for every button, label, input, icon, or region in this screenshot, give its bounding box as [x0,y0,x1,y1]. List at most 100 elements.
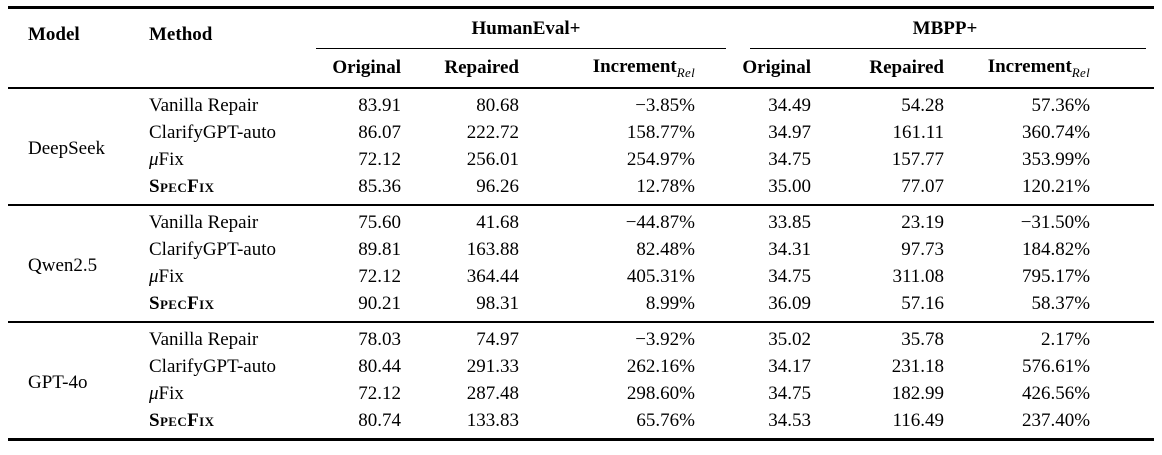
header-row-groups: Model Method HumanEval+ MBPP+ [8,8,1154,50]
method-name: ClarifyGPT-auto [149,122,277,143]
method-name: ClarifyGPT-auto [149,239,277,260]
header-row-subcolumns: Original Repaired IncrementRel Original … [8,49,1154,88]
cell-mbpp-original: 36.09 [768,293,811,314]
cell-he-repaired: 96.26 [476,176,519,197]
table-row: μFix 72.12 256.01 254.97% 34.75 157.77 3… [8,146,1154,173]
column-group-mbpp: MBPP+ [736,8,1154,50]
column-header-model: Model [28,24,80,45]
cell-he-original: 90.21 [358,293,401,314]
cell-mbpp-original: 34.75 [768,266,811,287]
cell-mbpp-increment: 237.40% [1021,410,1091,431]
cell-mbpp-original: 35.02 [768,329,811,350]
cell-mbpp-increment: 426.56% [1021,383,1091,404]
model-group-gpt4o: GPT-4o Vanilla Repair 78.03 74.97 −3.92%… [8,322,1155,440]
cell-mbpp-original: 34.31 [768,239,811,260]
table-row: SpecFix 80.74 133.83 65.76% 34.53 116.49… [8,407,1154,440]
table-row: ClarifyGPT-auto 80.44 291.33 262.16% 34.… [8,353,1154,380]
method-name: μFix [149,266,184,287]
method-name: Vanilla Repair [149,95,259,116]
cell-mbpp-increment: 360.74% [1021,122,1091,143]
cell-mbpp-original: 34.17 [768,356,811,377]
column-header-he-repaired: Repaired [444,57,519,78]
cell-he-repaired: 287.48 [466,383,519,404]
table-row: μFix 72.12 364.44 405.31% 34.75 311.08 7… [8,263,1154,290]
cell-mbpp-original: 34.53 [768,410,811,431]
method-name: Vanilla Repair [149,329,259,350]
method-name: Vanilla Repair [149,212,259,233]
cell-mbpp-increment: 120.21% [1021,176,1091,197]
cell-he-original: 78.03 [358,329,401,350]
column-header-method: Method [149,24,213,45]
cell-he-original: 72.12 [358,149,401,170]
cell-mbpp-increment: 57.36% [1031,95,1091,116]
increment-label: Increment [987,55,1072,77]
cell-he-repaired: 364.44 [466,266,519,287]
table-row: SpecFix 90.21 98.31 8.99% 36.09 57.16 58… [8,290,1154,322]
method-name: μFix [149,383,184,404]
table-row: ClarifyGPT-auto 89.81 163.88 82.48% 34.3… [8,236,1154,263]
cell-mbpp-repaired: 311.08 [892,266,944,287]
cell-mbpp-increment: 353.99% [1021,149,1091,170]
cell-he-original: 83.91 [358,95,401,116]
column-header-mbpp-increment: IncrementRel [956,49,1154,88]
method-name: μFix [149,149,184,170]
method-name: ClarifyGPT-auto [149,356,277,377]
table-header: Model Method HumanEval+ MBPP+ Original R… [8,8,1155,88]
cell-he-increment: −3.85% [635,95,695,116]
table-row: SpecFix 85.36 96.26 12.78% 35.00 77.07 1… [8,173,1154,205]
cell-mbpp-repaired: 182.99 [891,383,944,404]
cell-mbpp-repaired: 161.11 [892,122,944,143]
cell-mbpp-repaired: 35.78 [901,329,944,350]
table-row: ClarifyGPT-auto 86.07 222.72 158.77% 34.… [8,119,1154,146]
cell-he-increment: 254.97% [626,149,695,170]
cell-mbpp-increment: 795.17% [1021,266,1091,287]
cell-he-original: 72.12 [358,266,401,287]
cell-mbpp-repaired: 97.73 [901,239,944,260]
cell-he-increment: 82.48% [636,239,695,260]
cell-he-original: 85.36 [358,176,401,197]
model-name: GPT-4o [28,371,88,393]
table-row: DeepSeek Vanilla Repair 83.91 80.68 −3.8… [8,88,1154,159]
cell-mbpp-original: 34.97 [768,122,811,143]
cell-he-repaired: 256.01 [466,149,519,170]
method-name: SpecFix [149,410,215,431]
results-table: Model Method HumanEval+ MBPP+ Original R… [8,6,1155,441]
cell-mbpp-increment: −31.50% [1020,212,1091,233]
cell-he-original: 75.60 [358,212,401,233]
cell-mbpp-original: 33.85 [768,212,811,233]
cell-mbpp-increment: 576.61% [1021,356,1091,377]
cell-he-repaired: 41.68 [476,212,519,233]
cell-he-original: 72.12 [358,383,401,404]
increment-label: Increment [592,55,677,77]
cell-he-increment: 65.76% [636,410,695,431]
cell-mbpp-repaired: 77.07 [901,176,944,197]
model-name: DeepSeek [28,137,106,159]
cell-he-increment: 8.99% [645,293,695,314]
cell-he-repaired: 222.72 [466,122,519,143]
cell-he-repaired: 98.31 [476,293,519,314]
cell-mbpp-repaired: 157.77 [891,149,944,170]
cell-he-increment: −3.92% [635,329,695,350]
cell-he-repaired: 80.68 [476,95,519,116]
column-group-humaneval: HumanEval+ [316,8,736,50]
method-name: SpecFix [149,293,215,314]
increment-subscript: Rel [676,64,695,80]
model-name: Qwen2.5 [28,254,98,276]
column-header-he-original: Original [332,57,401,78]
table-row: Qwen2.5 Vanilla Repair 75.60 41.68 −44.8… [8,205,1154,276]
cell-mbpp-repaired: 57.16 [901,293,944,314]
cell-mbpp-repaired: 231.18 [891,356,944,377]
cell-mbpp-original: 35.00 [768,176,811,197]
table-row: μFix 72.12 287.48 298.60% 34.75 182.99 4… [8,380,1154,407]
cell-mbpp-increment: 184.82% [1021,239,1091,260]
cell-he-increment: −44.87% [625,212,695,233]
cell-he-increment: 262.16% [626,356,695,377]
cell-he-increment: 405.31% [626,266,695,287]
column-header-he-increment: IncrementRel [536,49,736,88]
cell-he-increment: 12.78% [636,176,695,197]
table-row: GPT-4o Vanilla Repair 78.03 74.97 −3.92%… [8,322,1154,393]
cell-mbpp-original: 34.49 [768,95,811,116]
cell-mbpp-increment: 58.37% [1031,293,1091,314]
cell-mbpp-repaired: 116.49 [892,410,944,431]
